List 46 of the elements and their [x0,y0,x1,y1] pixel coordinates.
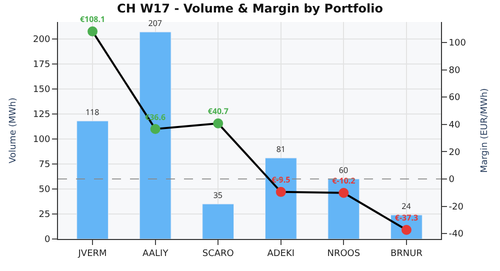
y-tick-label: 0 [44,235,50,246]
x-tick-label: SCARO [202,248,234,259]
data-label: 118 [85,107,100,118]
data-label: €-9.5 [272,174,291,186]
y2-tick-label: -40 [448,230,464,240]
y-tick-label: 125 [33,110,50,120]
y-tick-label: 75 [38,160,50,170]
point [276,186,286,197]
bar [202,204,234,239]
x-tick-label: AALIY [142,248,169,259]
y2-axis-title: Margin (EUR/MWh) [480,88,490,173]
y2-tick-label: 0 [448,175,455,186]
y-axis-title: Volume (MWh) [8,98,18,164]
bar [139,32,172,239]
point [338,188,349,198]
y2-tick-label: 40 [448,120,461,131]
data-label: 35 [213,190,223,201]
y-tick-label: 50 [38,185,50,196]
data-label: 24 [402,201,412,212]
y-tick-label: 150 [33,85,50,96]
x-tick-label: ADEKI [267,248,295,259]
y-tick-label: 200 [33,35,50,46]
bar [76,120,108,239]
data-label: €-37.3 [394,212,418,224]
y-tick-label: 100 [33,135,50,146]
x-tick-label: BRNUR [390,248,422,259]
data-label: 81 [276,144,286,155]
x-tick-label: NROOS [327,248,360,259]
data-label: €40.7 [208,106,229,118]
x-tick-label: JVERM [77,248,107,259]
y-tick-label: 175 [33,60,50,70]
y-tick-label: 25 [38,210,50,220]
point [88,26,98,36]
chart-title: CH W17 - Volume & Margin by Portfolio [117,1,383,16]
data-label: 60 [338,165,348,176]
y2-tick-label: 80 [448,66,461,76]
y2-tick-label: 20 [448,148,461,158]
y2-tick-label: 60 [448,93,461,104]
point [213,118,224,128]
data-label: 207 [148,18,162,29]
point [150,124,160,134]
y2-tick-label: -20 [448,202,464,212]
data-label: €108.1 [80,14,106,26]
bar [328,178,360,239]
y2-tick-label: 100 [448,38,466,49]
bar [264,158,297,239]
